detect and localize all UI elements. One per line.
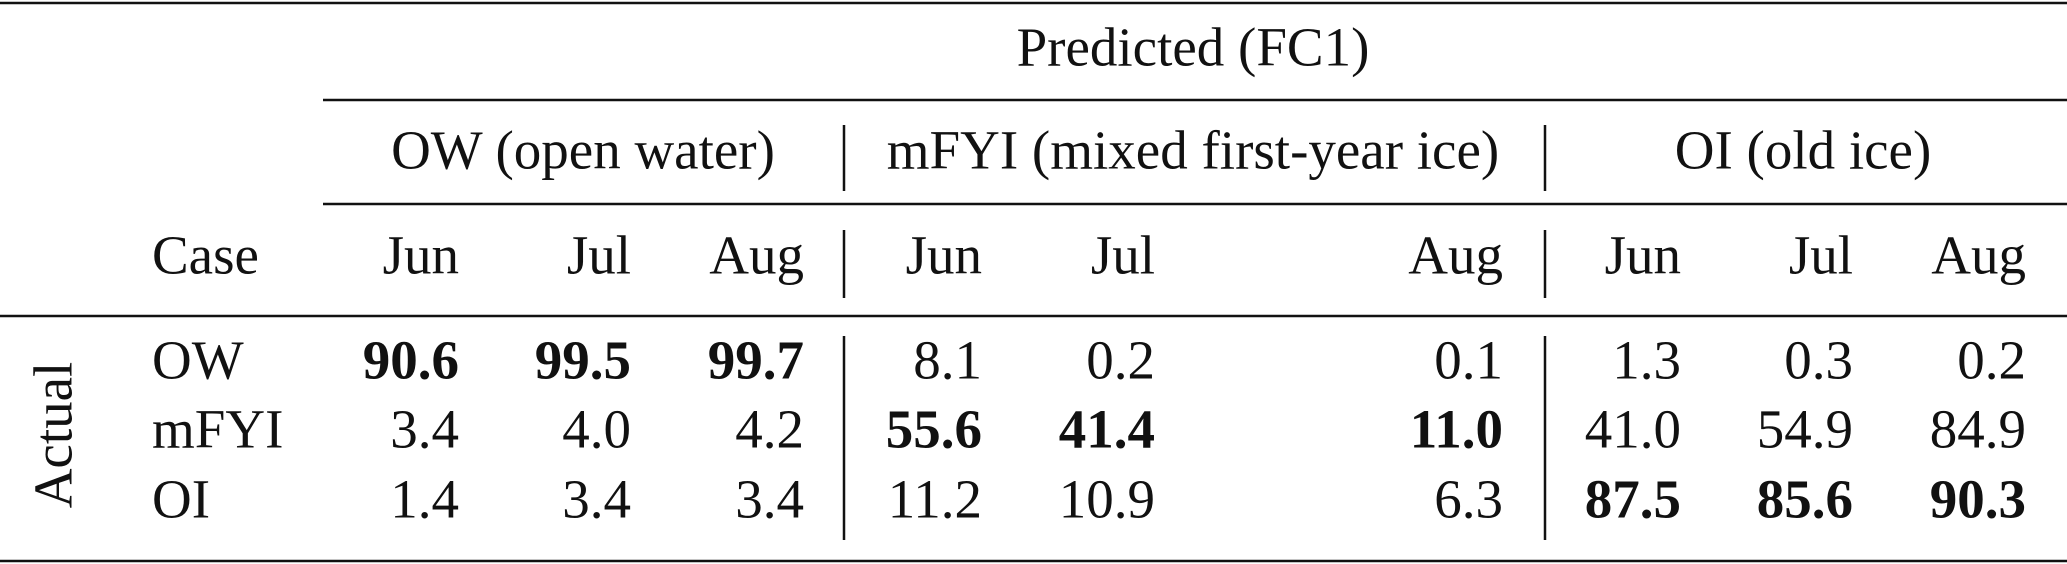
cell: 11.2: [888, 469, 982, 530]
month-header: Jul: [567, 225, 631, 286]
cell: 54.9: [1757, 399, 1853, 460]
month-header: Aug: [709, 225, 804, 286]
month-header: Jul: [1789, 225, 1853, 286]
month-header: Aug: [1931, 225, 2026, 286]
case-label: OW: [152, 330, 244, 391]
cell: 41.4: [1059, 399, 1155, 460]
cell: 11.0: [1410, 399, 1503, 460]
cell: 1.3: [1612, 330, 1681, 391]
cell: 3.4: [562, 469, 631, 530]
cell: 10.9: [1059, 469, 1155, 530]
group-header: mFYI (mixed first-year ice): [887, 120, 1499, 181]
separators: [842, 125, 1547, 540]
cell: 90.6: [363, 330, 459, 391]
month-header: Jun: [383, 225, 459, 286]
case-header: Case: [152, 225, 259, 286]
cell: 0.2: [1086, 330, 1155, 391]
cell: 85.6: [1757, 469, 1853, 530]
month-header: Jun: [1605, 225, 1681, 286]
cell: 8.1: [913, 330, 982, 391]
row-header: Actual: [23, 362, 84, 509]
cell: 4.0: [562, 399, 631, 460]
cell: 87.5: [1585, 469, 1681, 530]
cell: 0.3: [1784, 330, 1853, 391]
case-label: mFYI: [152, 399, 283, 460]
cell: 84.9: [1930, 399, 2026, 460]
cell: 99.5: [535, 330, 631, 391]
cell: 90.3: [1930, 469, 2026, 530]
cell: 1.4: [390, 469, 459, 530]
cell: 3.4: [735, 469, 804, 530]
month-header: Jun: [906, 225, 982, 286]
cell: 55.6: [886, 399, 982, 460]
group-header: OW (open water): [391, 120, 775, 181]
cell: 4.2: [735, 399, 804, 460]
month-header: Jul: [1091, 225, 1155, 286]
table-title: Predicted (FC1): [1017, 17, 1370, 78]
group-header: OI (old ice): [1675, 120, 1932, 181]
cell: 0.1: [1434, 330, 1503, 391]
cell: 41.0: [1585, 399, 1681, 460]
cell: 0.2: [1957, 330, 2026, 391]
cell: 99.7: [708, 330, 804, 391]
cell: 3.4: [390, 399, 459, 460]
month-header: Aug: [1408, 225, 1503, 286]
cell: 6.3: [1434, 469, 1503, 530]
case-label: OI: [152, 469, 210, 530]
